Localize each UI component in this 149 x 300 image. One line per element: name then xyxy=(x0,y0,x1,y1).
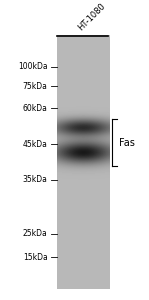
Text: 15kDa: 15kDa xyxy=(23,253,48,262)
Text: 35kDa: 35kDa xyxy=(23,176,48,184)
Text: 60kDa: 60kDa xyxy=(23,104,48,113)
Text: Fas: Fas xyxy=(119,138,135,148)
Text: 45kDa: 45kDa xyxy=(23,140,48,148)
Text: 75kDa: 75kDa xyxy=(23,82,48,91)
Text: 100kDa: 100kDa xyxy=(18,62,48,71)
Text: 25kDa: 25kDa xyxy=(23,229,48,238)
Text: HT-1080: HT-1080 xyxy=(76,1,107,32)
